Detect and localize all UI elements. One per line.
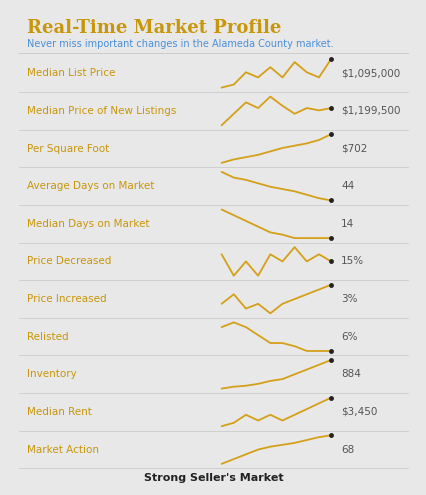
Text: 884: 884 bbox=[340, 369, 360, 379]
Text: Price Increased: Price Increased bbox=[27, 294, 106, 304]
Text: 44: 44 bbox=[340, 181, 354, 191]
Text: Inventory: Inventory bbox=[27, 369, 77, 379]
Text: Median Rent: Median Rent bbox=[27, 407, 92, 417]
Text: $702: $702 bbox=[340, 144, 367, 153]
Text: Relisted: Relisted bbox=[27, 332, 68, 342]
Text: Median Price of New Listings: Median Price of New Listings bbox=[27, 106, 176, 116]
Text: 3%: 3% bbox=[340, 294, 357, 304]
Text: $3,450: $3,450 bbox=[340, 407, 377, 417]
Text: Market Action: Market Action bbox=[27, 445, 99, 454]
Text: $1,199,500: $1,199,500 bbox=[340, 106, 400, 116]
Text: Median List Price: Median List Price bbox=[27, 68, 115, 78]
Text: 14: 14 bbox=[340, 219, 354, 229]
Text: Price Decreased: Price Decreased bbox=[27, 256, 111, 266]
Text: Never miss important changes in the Alameda County market.: Never miss important changes in the Alam… bbox=[27, 39, 333, 49]
Text: 15%: 15% bbox=[340, 256, 363, 266]
Text: Real-Time Market Profile: Real-Time Market Profile bbox=[27, 19, 281, 38]
Text: 68: 68 bbox=[340, 445, 354, 454]
Text: 6%: 6% bbox=[340, 332, 357, 342]
Text: Strong Seller's Market: Strong Seller's Market bbox=[144, 473, 282, 483]
Text: Per Square Foot: Per Square Foot bbox=[27, 144, 109, 153]
Text: $1,095,000: $1,095,000 bbox=[340, 68, 400, 78]
Text: Average Days on Market: Average Days on Market bbox=[27, 181, 154, 191]
Text: Median Days on Market: Median Days on Market bbox=[27, 219, 149, 229]
